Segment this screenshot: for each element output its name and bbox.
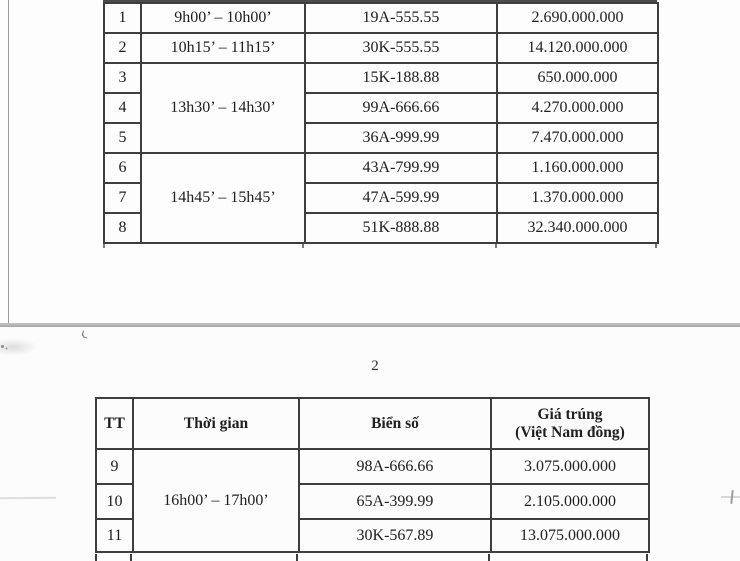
table-row: 7 47A-599.99 1.370.000.000 <box>103 182 659 214</box>
plate-cell: 43A-799.99 <box>304 152 498 184</box>
tt-cell: 11 <box>95 518 134 553</box>
table-row: 10 65A-399.99 2.105.000.000 <box>95 483 650 520</box>
tt-cell: 2 <box>103 32 142 64</box>
page-left-edge-line <box>8 0 9 323</box>
header-time: Thời gian <box>132 397 300 450</box>
plate-cell: 30K-555.55 <box>304 32 498 64</box>
cutoff-row-border <box>488 554 490 561</box>
tt-cell: 3 <box>103 62 142 94</box>
plate-cell: 98A-666.66 <box>298 448 492 485</box>
header-price-line2: (Việt Nam đồng) <box>515 423 625 441</box>
price-cell: 2.690.000.000 <box>496 2 659 34</box>
header-plate: Biển số <box>298 397 492 450</box>
table-header-row: TT Thời gian Biển số Giá trúng (Việt Nam… <box>95 397 650 450</box>
table-row: 2 10h15’ – 11h15’ 30K-555.55 14.120.000.… <box>103 32 659 64</box>
price-cell: 1.160.000.000 <box>496 152 659 184</box>
tt-cell: 5 <box>103 122 142 154</box>
plate-cell: 36A-999.99 <box>304 122 498 154</box>
tt-cell: 7 <box>103 182 142 214</box>
border-remnant <box>103 244 105 248</box>
price-cell: 3.075.000.000 <box>490 448 650 485</box>
price-cell: 13.075.000.000 <box>490 518 650 553</box>
table-row: 6 14h45’ – 15h45’ 43A-799.99 1.160.000.0… <box>103 152 659 244</box>
cutoff-row-border <box>95 554 97 561</box>
page-number: 2 <box>371 358 379 374</box>
tt-cell: 4 <box>103 92 142 124</box>
header-tt: TT <box>95 397 134 450</box>
header-price: Giá trúng (Việt Nam đồng) <box>490 397 650 450</box>
time-cell: 9h00’ – 10h00’ <box>140 2 306 34</box>
table-row: 1 9h00’ – 10h00’ 19A-555.55 2.690.000.00… <box>103 2 659 34</box>
cutoff-row-border <box>130 554 132 561</box>
cutoff-row-border <box>646 554 648 561</box>
document-page-1: 1 9h00’ – 10h00’ 19A-555.55 2.690.000.00… <box>8 0 659 323</box>
price-cell: 650.000.000 <box>496 62 659 94</box>
auction-results-table-rows-9-11: TT Thời gian Biển số Giá trúng (Việt Nam… <box>95 397 650 553</box>
auction-results-table-rows-1-8: 1 9h00’ – 10h00’ 19A-555.55 2.690.000.00… <box>103 2 659 244</box>
plate-cell: 99A-666.66 <box>304 92 498 124</box>
tt-cell: 10 <box>95 483 134 520</box>
time-cell-merged: 13h30’ – 14h30’ <box>140 62 306 154</box>
plate-cell: 19A-555.55 <box>304 2 498 34</box>
table-cutoff-header-edge <box>103 0 657 4</box>
border-remnant <box>302 244 304 248</box>
table-row: 4 99A-666.66 4.270.000.000 <box>103 92 659 124</box>
page-separator <box>0 323 740 327</box>
cutoff-row-border <box>296 554 298 561</box>
plate-cell: 30K-567.89 <box>298 518 492 553</box>
price-cell: 2.105.000.000 <box>490 483 650 520</box>
table-row: 3 13h30’ – 14h30’ 15K-188.88 650.000.000 <box>103 62 659 154</box>
tt-cell: 8 <box>103 212 142 244</box>
tt-cell: 6 <box>103 152 142 184</box>
header-price-line1: Giá trúng <box>537 405 603 423</box>
border-remnant <box>655 244 657 248</box>
plate-cell: 47A-599.99 <box>304 182 498 214</box>
time-cell-merged: 16h00’ – 17h00’ <box>132 448 300 553</box>
table-row: 9 16h00’ – 17h00’ 98A-666.66 3.075.000.0… <box>95 448 650 553</box>
price-cell: 14.120.000.000 <box>496 32 659 64</box>
plate-cell: 65A-399.99 <box>298 483 492 520</box>
plate-cell: 51K-888.88 <box>304 212 498 244</box>
border-remnant <box>495 244 497 248</box>
tt-cell: 1 <box>103 2 142 34</box>
table-row: 11 30K-567.89 13.075.000.000 <box>95 518 650 553</box>
scan-artifact-smudge <box>0 338 38 356</box>
price-cell: 32.340.000.000 <box>496 212 659 244</box>
scan-artifact-dots <box>1 345 4 348</box>
plate-cell: 15K-188.88 <box>304 62 498 94</box>
table-row: 8 51K-888.88 32.340.000.000 <box>103 212 659 244</box>
price-cell: 7.470.000.000 <box>496 122 659 154</box>
price-cell: 4.270.000.000 <box>496 92 659 124</box>
table-row: 5 36A-999.99 7.470.000.000 <box>103 122 659 154</box>
price-cell: 1.370.000.000 <box>496 182 659 214</box>
time-cell-merged: 14h45’ – 15h45’ <box>140 152 306 244</box>
time-cell: 10h15’ – 11h15’ <box>140 32 306 64</box>
tt-cell: 9 <box>95 448 134 485</box>
